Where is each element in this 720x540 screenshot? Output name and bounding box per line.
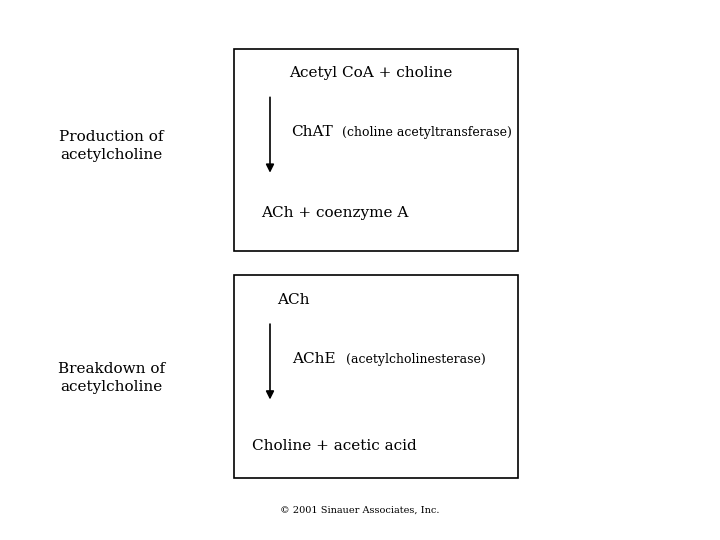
Text: Production of
acetylcholine: Production of acetylcholine <box>59 130 164 162</box>
Bar <box>234 49 518 251</box>
Text: AChE: AChE <box>292 352 336 366</box>
Bar <box>234 275 518 478</box>
Text: Choline + acetic acid: Choline + acetic acid <box>253 438 417 453</box>
Text: (acetylcholinesterase): (acetylcholinesterase) <box>346 353 485 366</box>
Text: (choline acetyltransferase): (choline acetyltransferase) <box>342 126 512 139</box>
Text: © 2001 Sinauer Associates, Inc.: © 2001 Sinauer Associates, Inc. <box>280 506 440 515</box>
Text: ACh + coenzyme A: ACh + coenzyme A <box>261 206 408 220</box>
Text: Acetyl CoA + choline: Acetyl CoA + choline <box>289 66 452 80</box>
Text: ChAT: ChAT <box>292 125 333 139</box>
Text: ACh: ACh <box>277 293 310 307</box>
Text: Breakdown of
acetylcholine: Breakdown of acetylcholine <box>58 362 165 394</box>
